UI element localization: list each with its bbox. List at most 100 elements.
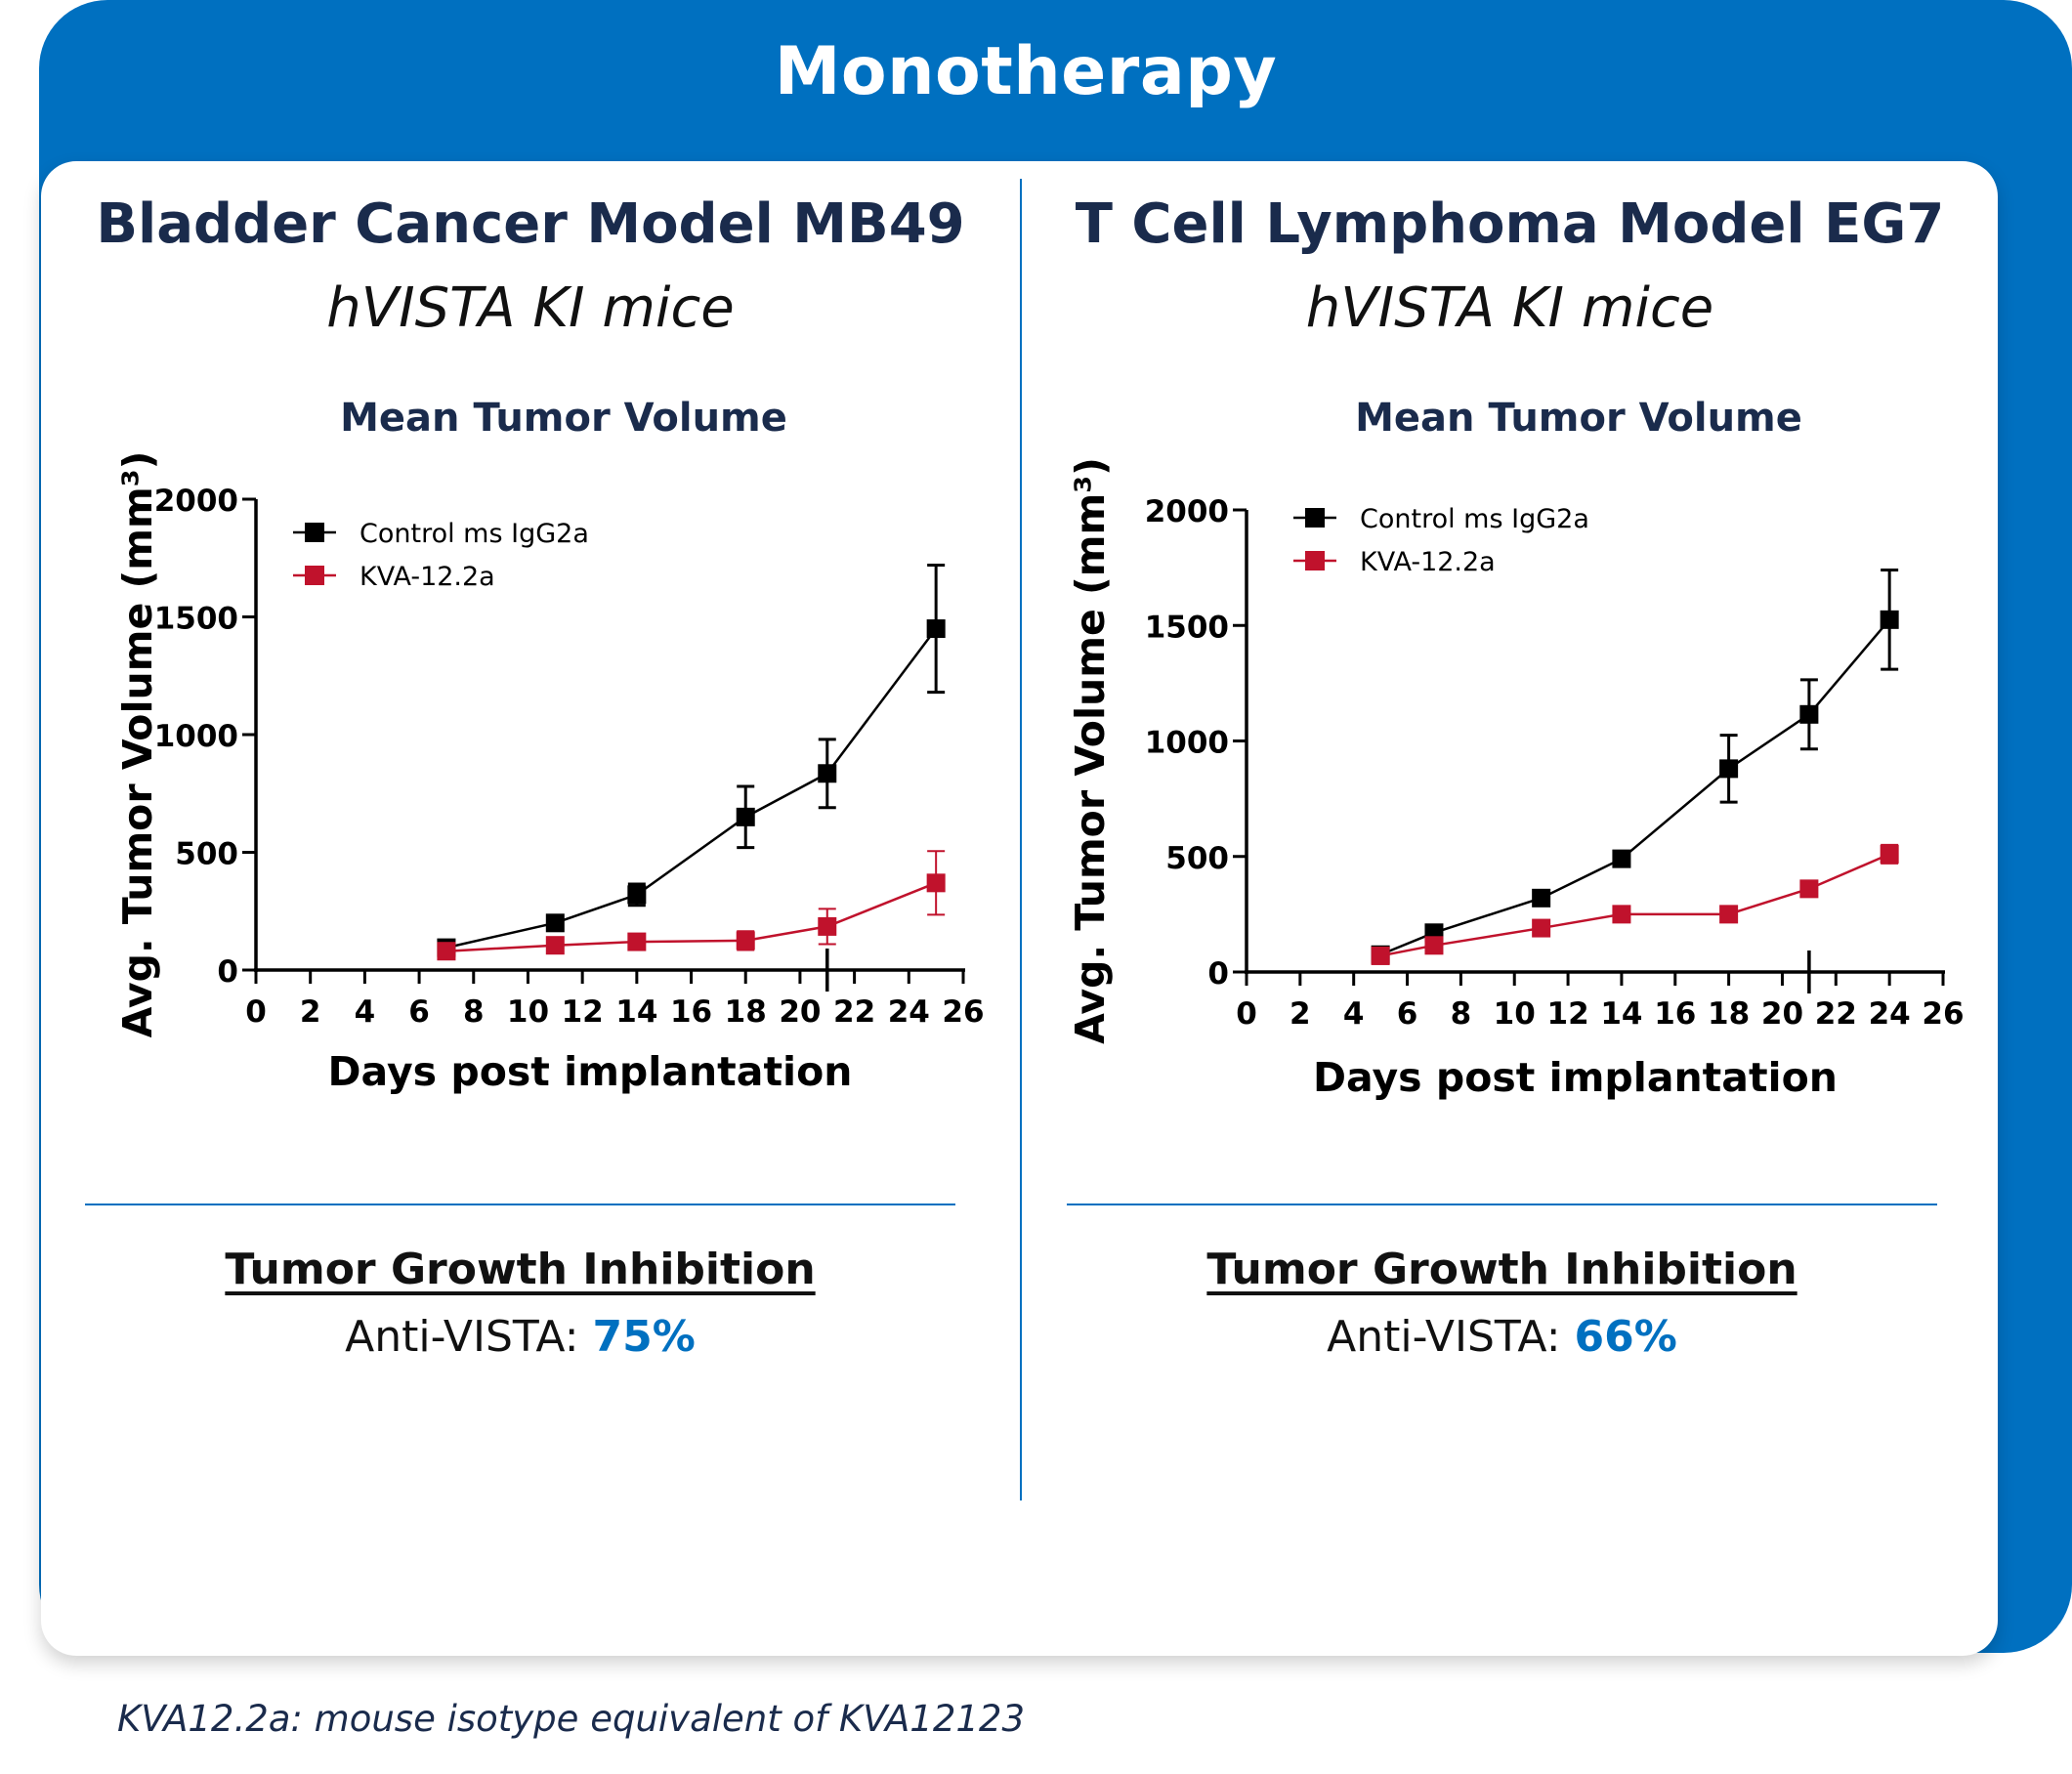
x-axis-label: Days post implantation <box>328 1048 853 1095</box>
data-point <box>926 619 946 639</box>
x-tick-label: 12 <box>1547 996 1589 1032</box>
x-tick-label: 12 <box>562 994 604 1030</box>
content-panel <box>41 161 1998 1656</box>
series-line <box>1379 853 1890 957</box>
tgi-heading: Tumor Growth Inhibition <box>1206 1245 1797 1294</box>
x-tick-label: 22 <box>1815 996 1857 1032</box>
x-tick-label: 14 <box>615 994 657 1030</box>
y-tick-label: 1000 <box>154 719 238 754</box>
x-tick-label: 2 <box>1290 996 1311 1032</box>
chart-heading: Mean Tumor Volume <box>340 396 787 441</box>
y-tick-label: 500 <box>175 837 238 872</box>
panel-mb49: Bladder Cancer Model MB49 hVISTA KI mice… <box>41 161 1020 1529</box>
y-axis-label: Avg. Tumor Volume (mm³) <box>1067 457 1114 1044</box>
tgi-label: Anti-VISTA: <box>1327 1312 1575 1362</box>
y-tick-label: 2000 <box>1145 494 1229 529</box>
x-tick-label: 26 <box>942 994 984 1030</box>
data-point <box>1371 946 1390 965</box>
x-tick-label: 10 <box>1494 996 1536 1032</box>
tgi-heading: Tumor Growth Inhibition <box>225 1245 816 1294</box>
data-point <box>818 764 837 783</box>
x-tick-label: 4 <box>1343 996 1365 1032</box>
x-tick-label: 10 <box>507 994 549 1030</box>
panel-eg7: T Cell Lymphoma Model EG7 hVISTA KI mice… <box>1022 161 1998 1529</box>
data-point <box>545 913 565 933</box>
x-tick-label: 14 <box>1600 996 1642 1032</box>
x-tick-label: 18 <box>1708 996 1750 1032</box>
y-tick-label: 1500 <box>154 602 238 637</box>
x-tick-label: 4 <box>355 994 376 1030</box>
tgi-value: 75% <box>592 1312 696 1362</box>
data-point <box>437 942 456 961</box>
data-point <box>1532 888 1551 908</box>
y-tick-label: 1500 <box>1145 610 1229 645</box>
series-line <box>445 881 937 952</box>
data-point <box>736 807 755 826</box>
footnote: KVA12.2a: mouse isotype equivalent of KV… <box>117 1698 1026 1740</box>
data-point <box>926 873 946 893</box>
legend-label: Control ms IgG2a <box>1360 504 1589 534</box>
data-point <box>1612 849 1631 868</box>
x-tick-label: 26 <box>1922 996 1964 1032</box>
legend-marker <box>1305 551 1325 570</box>
x-tick-label: 6 <box>408 994 430 1030</box>
series-line <box>445 627 938 950</box>
x-axis-label: Days post implantation <box>1313 1054 1838 1101</box>
y-axis-label: Avg. Tumor Volume (mm³) <box>114 451 161 1038</box>
data-point <box>1799 879 1819 899</box>
series-line <box>1379 618 1891 956</box>
x-tick-label: 20 <box>779 994 821 1030</box>
tgi-label: Anti-VISTA: <box>345 1312 593 1362</box>
panel-subtitle: hVISTA KI mice <box>326 276 735 340</box>
x-tick-label: 22 <box>833 994 875 1030</box>
tgi-value: 66% <box>1574 1312 1677 1362</box>
y-tick-label: 0 <box>217 954 238 990</box>
data-point <box>736 931 755 950</box>
x-tick-label: 20 <box>1761 996 1803 1032</box>
x-tick-label: 0 <box>245 994 267 1030</box>
x-tick-label: 24 <box>888 994 930 1030</box>
panel-title: Bladder Cancer Model MB49 <box>96 192 965 256</box>
x-tick-label: 6 <box>1397 996 1418 1032</box>
section-separator <box>85 1204 955 1205</box>
data-point <box>545 936 565 955</box>
chart-heading: Mean Tumor Volume <box>1355 396 1802 441</box>
legend-marker <box>305 523 324 542</box>
data-point <box>1424 936 1444 955</box>
data-point <box>1532 918 1551 938</box>
data-point <box>1880 844 1899 864</box>
tgi-line: Anti-VISTA: 75% <box>85 1312 955 1362</box>
x-tick-label: 8 <box>1451 996 1472 1032</box>
y-tick-label: 500 <box>1165 841 1229 876</box>
y-tick-label: 1000 <box>1145 726 1229 761</box>
data-point <box>818 916 837 936</box>
x-tick-label: 2 <box>300 994 321 1030</box>
x-tick-label: 16 <box>1654 996 1696 1032</box>
y-tick-label: 0 <box>1207 956 1229 992</box>
data-point <box>1880 610 1899 629</box>
x-tick-label: 8 <box>463 994 485 1030</box>
x-tick-label: 24 <box>1869 996 1911 1032</box>
legend-label: Control ms IgG2a <box>359 519 589 549</box>
x-tick-label: 0 <box>1236 996 1257 1032</box>
data-point <box>1612 905 1631 924</box>
legend-marker <box>1305 508 1325 528</box>
legend-marker <box>305 566 324 585</box>
data-point <box>627 932 647 951</box>
data-point <box>1719 905 1739 924</box>
legend-label: KVA-12.2a <box>359 562 495 592</box>
panel-title: T Cell Lymphoma Model EG7 <box>1075 192 1945 256</box>
tgi-line: Anti-VISTA: 66% <box>1067 1312 1937 1362</box>
x-tick-label: 16 <box>670 994 712 1030</box>
panel-divider <box>1020 179 1022 1500</box>
panel-subtitle: hVISTA KI mice <box>1305 276 1714 340</box>
data-point <box>1719 759 1739 779</box>
y-tick-label: 2000 <box>154 484 238 519</box>
section-separator <box>1067 1204 1937 1205</box>
x-tick-label: 18 <box>725 994 767 1030</box>
data-point <box>1799 704 1819 724</box>
legend-label: KVA-12.2a <box>1360 547 1496 577</box>
header-title: Monotherapy <box>774 33 1278 110</box>
